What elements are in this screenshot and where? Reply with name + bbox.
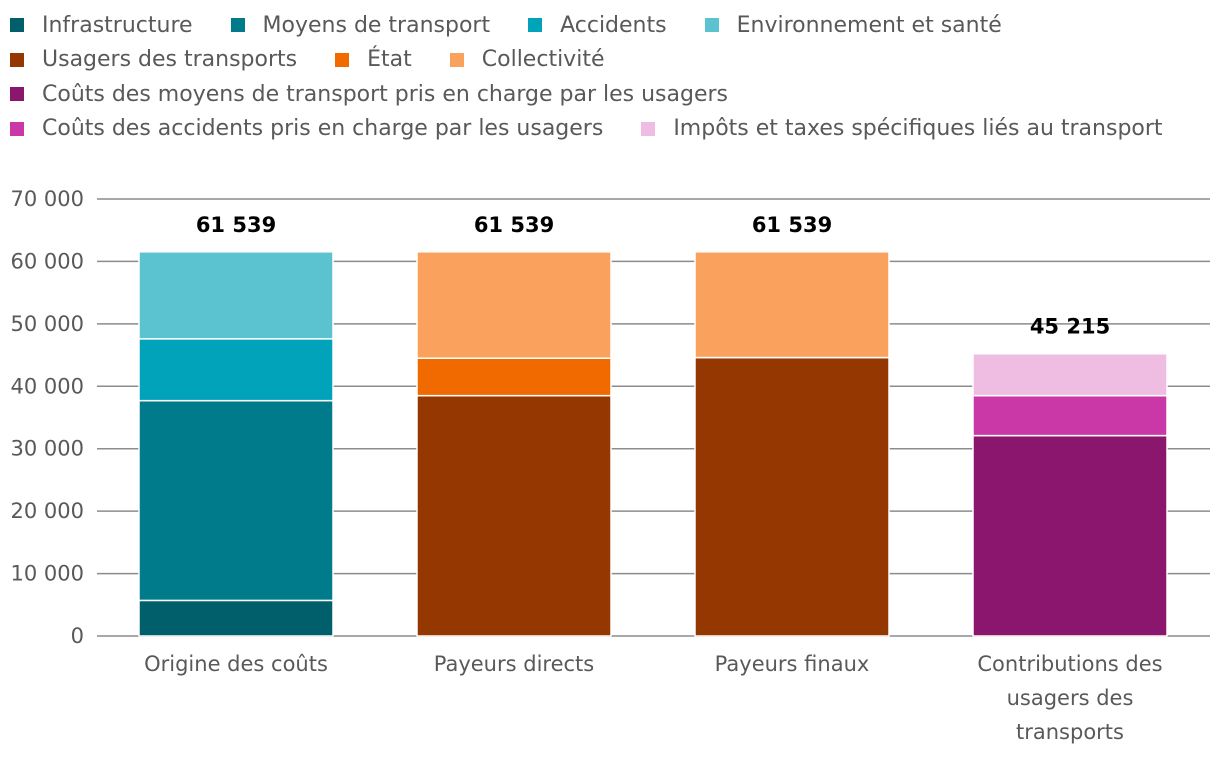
legend-label: Accidents xyxy=(560,12,667,38)
legend-label: État xyxy=(367,47,412,73)
legend-label: Moyens de transport xyxy=(262,12,491,38)
bar-segment xyxy=(138,599,334,637)
bar-segment xyxy=(416,357,612,397)
legend-swatch xyxy=(10,87,24,102)
legend-item[interactable]: Collectivité xyxy=(449,47,605,73)
category-label: Contributions des xyxy=(977,652,1162,676)
category-label: usagers des xyxy=(1007,686,1134,710)
legend-swatch xyxy=(704,18,719,33)
legend-swatch xyxy=(10,18,24,33)
legend-label: Impôts et taxes spécifiques liés au tran… xyxy=(673,116,1163,142)
legend-item[interactable]: Coûts des moyens de transport pris en ch… xyxy=(10,82,728,107)
legend-swatch xyxy=(10,121,24,136)
y-tick-label: 50 000 xyxy=(11,312,84,336)
legend-swatch xyxy=(449,52,464,67)
y-tick-label: 70 000 xyxy=(11,187,84,211)
y-tick-label: 40 000 xyxy=(11,374,84,398)
legend-label: Coûts des moyens de transport pris en ch… xyxy=(42,81,728,107)
legend-item[interactable]: Impôts et taxes spécifiques liés au tran… xyxy=(641,116,1163,142)
category-label: transports xyxy=(1016,720,1124,744)
legend-item[interactable]: Accidents xyxy=(528,13,667,38)
bar-segment xyxy=(138,338,334,402)
bar-segment xyxy=(416,394,612,637)
bar-segment xyxy=(138,399,334,602)
y-tick-label: 0 xyxy=(71,624,84,648)
y-tick-label: 10 000 xyxy=(11,562,84,586)
legend-label: Collectivité xyxy=(481,47,605,73)
y-tick-label: 60 000 xyxy=(11,249,84,273)
total-label: 61 539 xyxy=(752,213,832,237)
legend: Infrastructure Moyens de transport Acciden… xyxy=(10,8,1210,146)
bar-segment xyxy=(972,434,1168,637)
total-label: 61 539 xyxy=(474,213,554,237)
legend-item[interactable]: Usagers des transports xyxy=(10,47,297,72)
legend-item[interactable]: Infrastructure xyxy=(10,13,193,38)
legend-label: Environnement et santé xyxy=(736,12,1002,38)
legend-label: Usagers des transports xyxy=(42,47,298,73)
category-label: Origine des coûts xyxy=(144,652,328,676)
legend-item[interactable]: État xyxy=(335,47,412,72)
category-label: Payeurs directs xyxy=(434,652,594,676)
legend-row: Usagers des transports État Collectivité xyxy=(10,43,1210,78)
legend-label: Coûts des accidents pris en charge par l… xyxy=(42,116,604,142)
bar-segment xyxy=(972,352,1168,397)
legend-item[interactable]: Environnement et santé xyxy=(704,12,1002,38)
y-tick-label: 30 000 xyxy=(11,437,84,461)
legend-row: Infrastructure Moyens de transport Acciden… xyxy=(10,8,1210,43)
y-tick-label: 20 000 xyxy=(11,499,84,523)
legend-row: Coûts des moyens de transport pris en ch… xyxy=(10,77,1210,112)
bar-segment xyxy=(416,251,612,359)
total-label: 45 215 xyxy=(1030,315,1110,339)
legend-label: Infrastructure xyxy=(42,12,193,38)
bar-segment xyxy=(972,394,1168,437)
bar-segment xyxy=(694,356,890,637)
legend-item[interactable]: Moyens de transport xyxy=(230,12,491,38)
legend-swatch xyxy=(641,121,656,136)
legend-swatch xyxy=(528,18,543,33)
total-label: 61 539 xyxy=(196,213,276,237)
legend-item[interactable]: Coûts des accidents pris en charge par l… xyxy=(10,116,603,141)
category-label: Payeurs finaux xyxy=(715,652,870,676)
bar-segment xyxy=(694,251,890,359)
bar-segment xyxy=(138,251,334,340)
legend-swatch xyxy=(230,18,245,33)
legend-swatch xyxy=(10,52,24,67)
legend-swatch xyxy=(335,52,350,67)
legend-row: Coûts des accidents pris en charge par l… xyxy=(10,112,1210,147)
